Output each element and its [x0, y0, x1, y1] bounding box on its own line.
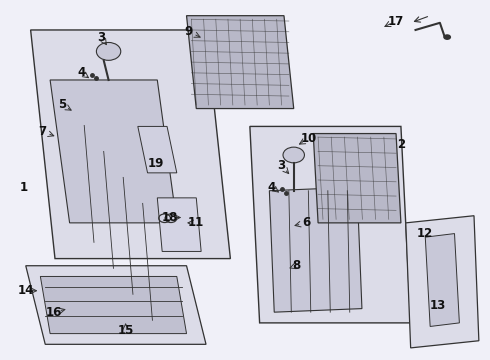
- Text: 1: 1: [19, 181, 27, 194]
- Text: 4: 4: [77, 66, 86, 79]
- Text: 7: 7: [39, 125, 47, 138]
- Polygon shape: [313, 134, 401, 223]
- Polygon shape: [30, 30, 230, 258]
- Polygon shape: [187, 16, 294, 109]
- Text: 16: 16: [46, 306, 62, 319]
- Polygon shape: [425, 234, 460, 327]
- Polygon shape: [157, 198, 201, 251]
- Text: 4: 4: [268, 181, 276, 194]
- Text: 9: 9: [185, 25, 193, 38]
- Polygon shape: [138, 126, 177, 173]
- Text: 5: 5: [58, 99, 67, 112]
- Text: 17: 17: [388, 14, 404, 27]
- Polygon shape: [26, 266, 206, 344]
- Text: 6: 6: [302, 216, 310, 229]
- Polygon shape: [406, 216, 479, 348]
- Text: 10: 10: [300, 132, 317, 145]
- Polygon shape: [250, 126, 411, 323]
- Text: 14: 14: [18, 284, 34, 297]
- Text: 8: 8: [292, 259, 300, 272]
- Circle shape: [97, 42, 121, 60]
- Text: 18: 18: [161, 211, 178, 224]
- Polygon shape: [50, 80, 177, 223]
- Text: 19: 19: [148, 157, 165, 170]
- Text: 15: 15: [118, 324, 134, 337]
- Text: 3: 3: [97, 31, 105, 44]
- Text: 3: 3: [277, 159, 286, 172]
- Text: 13: 13: [429, 298, 445, 311]
- Circle shape: [443, 34, 451, 40]
- Circle shape: [283, 147, 304, 163]
- Polygon shape: [270, 187, 362, 312]
- Polygon shape: [40, 276, 187, 334]
- Text: 12: 12: [417, 227, 433, 240]
- Text: 11: 11: [188, 216, 204, 229]
- Text: 2: 2: [397, 138, 405, 151]
